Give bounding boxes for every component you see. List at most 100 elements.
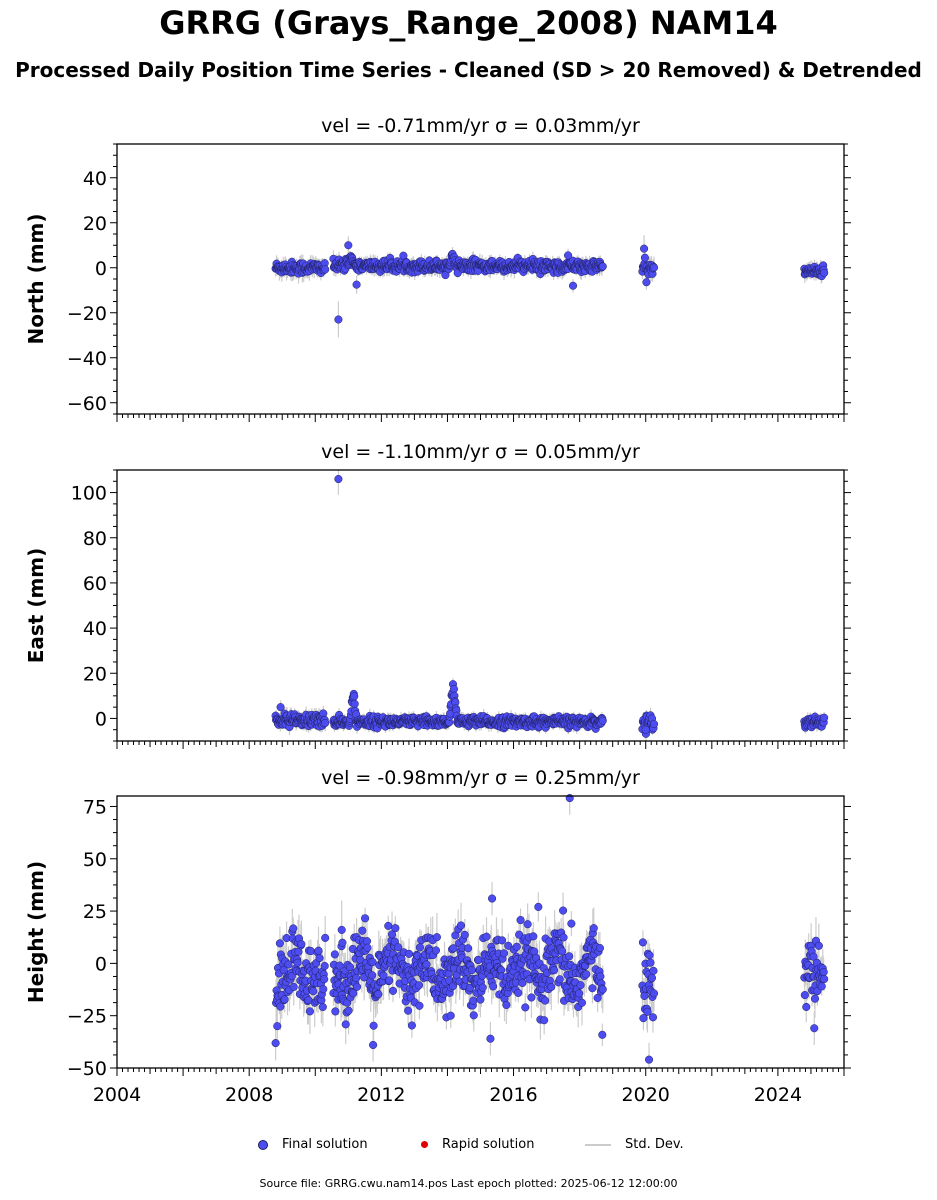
final-solution-point (588, 984, 597, 993)
final-solution-point (478, 983, 487, 992)
final-solution-point (456, 921, 466, 930)
final-solution-point (649, 263, 659, 272)
final-solution-point (331, 1007, 340, 1016)
final-solution-point (559, 933, 568, 942)
final-solution-point (482, 932, 491, 941)
final-solution-point (648, 1013, 658, 1022)
final-solution-point (319, 985, 328, 994)
y-axis-label: North (mm) (24, 213, 48, 344)
final-solution-point (577, 998, 587, 1007)
final-solution-point (358, 926, 367, 935)
final-solution-point (341, 1020, 350, 1029)
final-solution-point (431, 946, 441, 955)
final-solution-point (800, 991, 809, 1000)
final-solution-point (498, 936, 507, 945)
final-solution-point (649, 719, 659, 729)
final-solution-point (446, 1011, 455, 1020)
final-solution-point (337, 925, 346, 934)
plot-frame (116, 143, 845, 415)
chart-panel-1: vel = -0.71mm/yr σ = 0.03mm/yr North (mm)… (24, 115, 851, 422)
final-solution-point (422, 960, 431, 969)
final-solution-point (810, 1024, 819, 1033)
final-solution-point (352, 280, 361, 289)
final-solution-point (374, 990, 383, 999)
final-solution-point (567, 919, 576, 928)
final-solution-point (564, 251, 573, 260)
final-solution-point (280, 995, 289, 1004)
y-tick-label: 20 (83, 213, 107, 235)
y-tick-label: −20 (67, 303, 107, 325)
y-tick-label: −50 (67, 1058, 107, 1080)
final-solution-point (306, 947, 315, 956)
final-solution-point (558, 947, 567, 956)
y-tick-label: 40 (83, 618, 107, 640)
final-solution-point (344, 241, 353, 250)
final-solution-point (321, 933, 330, 942)
final-solution-point (638, 938, 647, 947)
final-solution-point (642, 278, 651, 287)
final-solution-point (350, 699, 359, 708)
final-solution-point (568, 281, 578, 290)
final-solution-point (596, 972, 605, 981)
final-solution-point (640, 244, 649, 253)
final-solution-point (529, 932, 538, 941)
final-solution-point (314, 946, 323, 955)
final-solution-point (598, 985, 607, 994)
final-solution-point (404, 1006, 413, 1015)
final-solution-point (309, 987, 318, 996)
final-solution-point (817, 982, 826, 991)
final-solution-point (565, 952, 574, 961)
final-solution-point (640, 253, 649, 262)
final-solution-point (318, 1002, 327, 1012)
final-solution-point (582, 970, 591, 979)
y-tick-label: −60 (67, 393, 107, 415)
final-solution-point (486, 1034, 495, 1043)
y-tick-label: 50 (83, 849, 107, 871)
y-tick-label: 40 (83, 168, 107, 190)
chart-panel-3: vel = -0.98mm/yr σ = 0.25mm/yr Height (mm… (24, 767, 851, 1106)
final-solution-point (293, 958, 302, 967)
y-tick-label: 80 (83, 528, 107, 550)
final-solution-point (330, 950, 339, 959)
final-solution-point (414, 981, 424, 990)
final-solution-point (595, 944, 604, 953)
final-solution-point (541, 996, 550, 1005)
final-solution-point (810, 994, 820, 1003)
final-solution-point (649, 966, 658, 975)
final-solution-point (334, 474, 343, 484)
final-solution-point (645, 951, 654, 960)
final-solution-point (289, 924, 298, 933)
final-solution-point (512, 942, 521, 951)
final-solution-point (516, 916, 525, 925)
final-solution-point (527, 993, 536, 1002)
final-solution-point (289, 982, 298, 991)
final-solution-point (518, 978, 527, 987)
final-solution-point (467, 965, 476, 975)
final-solution-point (576, 981, 585, 990)
final-solution-point (276, 703, 285, 712)
y-axis-label: East (mm) (24, 548, 48, 664)
final-solution-point (415, 943, 424, 952)
final-solution-point (814, 941, 823, 950)
final-solution-point (598, 716, 607, 725)
panel-title: vel = -0.71mm/yr σ = 0.03mm/yr (321, 115, 640, 137)
final-solution-point (550, 966, 559, 975)
final-solution-point (644, 1055, 654, 1064)
panel-title: vel = -0.98mm/yr σ = 0.25mm/yr (321, 767, 640, 789)
final-solution-point (353, 982, 362, 991)
final-solution-point (407, 1021, 416, 1030)
final-solution-point (432, 933, 441, 942)
plot-frame (116, 469, 845, 742)
final-solution-point (460, 930, 469, 939)
final-solution-point (589, 924, 598, 933)
final-solution-point (647, 973, 657, 982)
final-solution-point (297, 940, 306, 949)
y-tick-label: −40 (67, 348, 107, 370)
final-solution-point (802, 1002, 811, 1012)
y-tick-label: 0 (95, 258, 107, 280)
final-solution-point (369, 1021, 378, 1030)
final-solution-point (276, 1002, 285, 1011)
final-solution-point (404, 949, 414, 958)
final-solution-point (499, 949, 509, 958)
final-solution-point (547, 982, 556, 991)
